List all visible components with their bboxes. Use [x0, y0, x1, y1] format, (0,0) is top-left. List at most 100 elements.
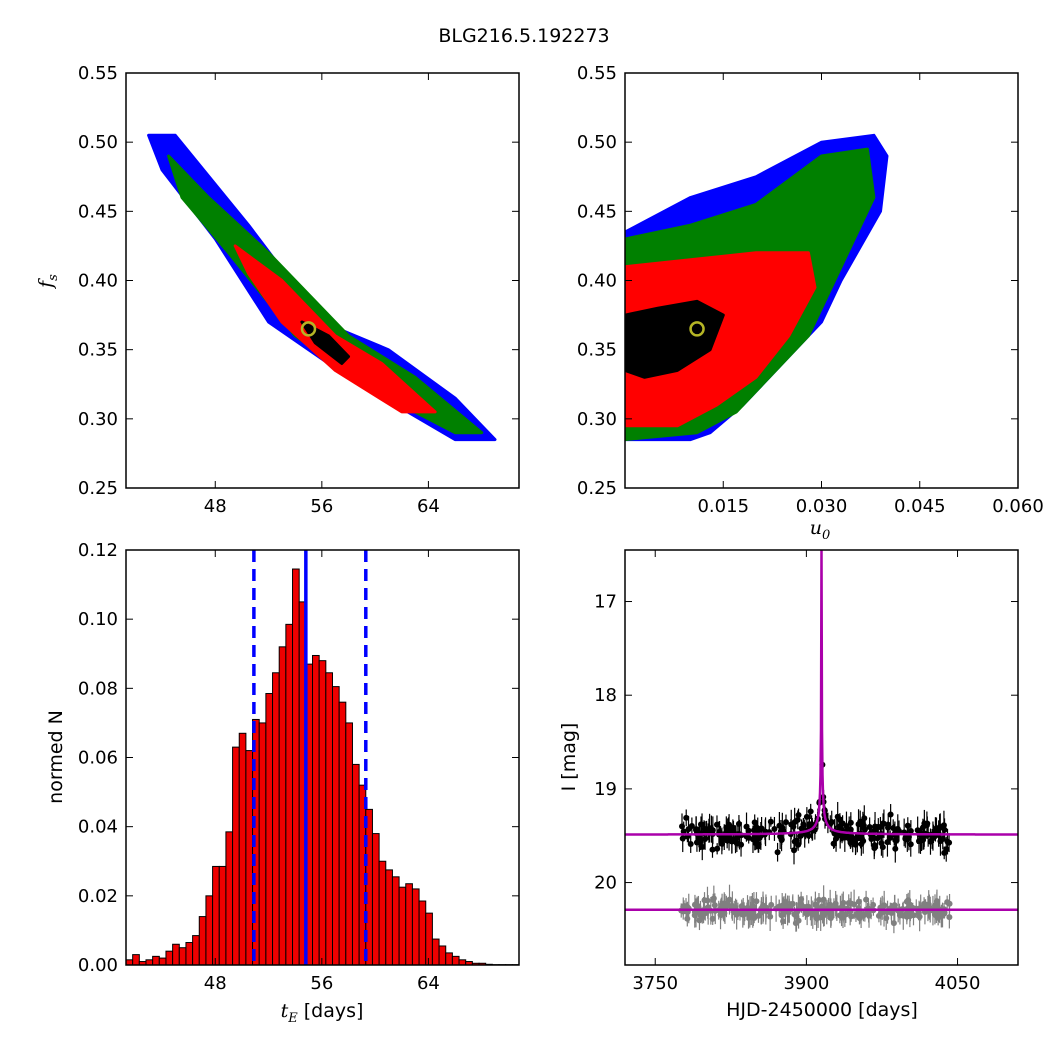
histogram-bar	[258, 722, 267, 965]
y-tick-label: 0.25	[78, 478, 118, 499]
data-point	[779, 824, 786, 831]
data-point	[798, 832, 805, 839]
histogram-bar	[152, 955, 160, 965]
data-point	[907, 841, 914, 848]
histogram-bar	[126, 959, 134, 965]
residual-point	[891, 902, 898, 909]
y-tick-label: 0.00	[78, 955, 118, 976]
histogram-bar	[145, 959, 154, 965]
data-point	[782, 819, 789, 826]
data-point	[929, 835, 936, 842]
histogram-bar	[318, 660, 327, 965]
residual-point	[767, 913, 774, 920]
histogram-bar	[278, 646, 287, 965]
residual-point	[726, 896, 733, 903]
data-point	[771, 825, 778, 832]
panel-u0-fs: 0.015 0.030 0.045 0.060 0.25 0.30 0.35 0.40 0.4…	[577, 63, 1044, 543]
histogram-bar	[232, 746, 240, 965]
light-curve-plot	[625, 550, 1018, 934]
residual-point	[789, 901, 796, 908]
data-point	[753, 824, 760, 831]
y-tick-label: 0.35	[577, 340, 617, 361]
te-histogram-y-label: normed N	[45, 710, 67, 804]
data-point	[767, 818, 774, 825]
data-point	[713, 821, 720, 828]
light-curve-x-label: HJD-2450000 [days]	[726, 999, 918, 1021]
data-point	[803, 813, 810, 820]
residual-point	[890, 920, 897, 927]
data-point	[791, 847, 798, 854]
data-point	[844, 832, 851, 839]
histogram-bar	[385, 869, 393, 965]
residual-point	[839, 914, 846, 921]
residual-point	[903, 898, 910, 905]
data-point	[887, 811, 894, 818]
residual-point	[753, 898, 760, 905]
histogram-bar	[445, 952, 453, 965]
histogram-bar	[225, 831, 234, 965]
y-tick-label: 0.25	[577, 478, 617, 499]
y-tick-label: 0.12	[78, 540, 118, 561]
y-tick-label: 19	[594, 779, 617, 800]
panel-te-histogram: 48 56 64 0.00 0.02 0.04 0.06 0.08 0.10 0.12 tE [d…	[45, 540, 520, 1026]
y-tick-label: 0.02	[78, 886, 118, 907]
y-tick-label: 0.55	[78, 63, 118, 84]
residual-point	[946, 900, 953, 907]
x-tick-label: 64	[417, 973, 440, 994]
x-tick-label: 48	[204, 973, 227, 994]
residual-point	[768, 901, 775, 908]
residual-point	[733, 911, 740, 918]
residual-point	[680, 903, 687, 910]
histogram-bar	[405, 883, 413, 965]
u0-fs-y-ticks: 0.25 0.30 0.35 0.40 0.45 0.50 0.55	[577, 63, 1018, 499]
histogram-bar	[398, 886, 407, 965]
x-tick-label: 64	[417, 496, 440, 517]
residual-point	[933, 900, 940, 907]
data-point	[860, 823, 867, 830]
histogram-bar	[238, 732, 247, 965]
residual-point	[795, 917, 802, 924]
y-tick-label: 0.40	[78, 271, 118, 292]
y-tick-label: 0.30	[78, 409, 118, 430]
residual-point	[694, 902, 701, 909]
y-tick-label: 0.50	[78, 132, 118, 153]
residual-point	[709, 915, 716, 922]
te-fs-x-ticks: 48 56 64	[204, 73, 440, 517]
x-tick-label: 4050	[935, 973, 981, 994]
residual-point	[946, 914, 953, 921]
y-tick-label: 20	[594, 873, 617, 894]
best-fit-marker	[300, 321, 317, 337]
residual-point	[845, 899, 852, 906]
data-point	[871, 842, 878, 849]
te-fs-y-label: fs	[35, 274, 61, 290]
data-point	[874, 835, 881, 842]
data-point	[890, 825, 897, 832]
data-point	[702, 835, 709, 842]
data-point	[714, 845, 721, 852]
histogram-bar	[431, 938, 440, 965]
y-tick-label: 0.08	[78, 678, 118, 699]
residual-point	[910, 912, 917, 919]
light-curve-x-ticks: 3750 3900 4050	[632, 550, 980, 994]
residual-point	[915, 910, 922, 917]
x-tick-label: 3900	[783, 973, 829, 994]
te-histogram-y-ticks: 0.00 0.02 0.04 0.06 0.08 0.10 0.12	[78, 540, 519, 976]
x-tick-label: 3750	[632, 973, 678, 994]
residual-point	[696, 917, 703, 924]
light-curve-y-ticks: 17 18 19 20	[594, 592, 1018, 894]
histogram-bar	[212, 865, 220, 965]
histogram-bar	[351, 763, 360, 965]
residual-point	[800, 903, 807, 910]
histogram-bar	[371, 833, 380, 965]
data-point	[880, 820, 887, 827]
y-tick-label: 0.50	[577, 132, 617, 153]
histogram-bar	[312, 654, 320, 965]
data-point	[904, 822, 911, 829]
x-tick-label: 56	[310, 973, 333, 994]
residual-point	[755, 912, 762, 919]
x-tick-label: 56	[310, 496, 333, 517]
data-point	[795, 811, 802, 818]
histogram-bar	[132, 954, 140, 965]
histogram-bar	[418, 900, 427, 965]
y-tick-label: 18	[594, 685, 617, 706]
